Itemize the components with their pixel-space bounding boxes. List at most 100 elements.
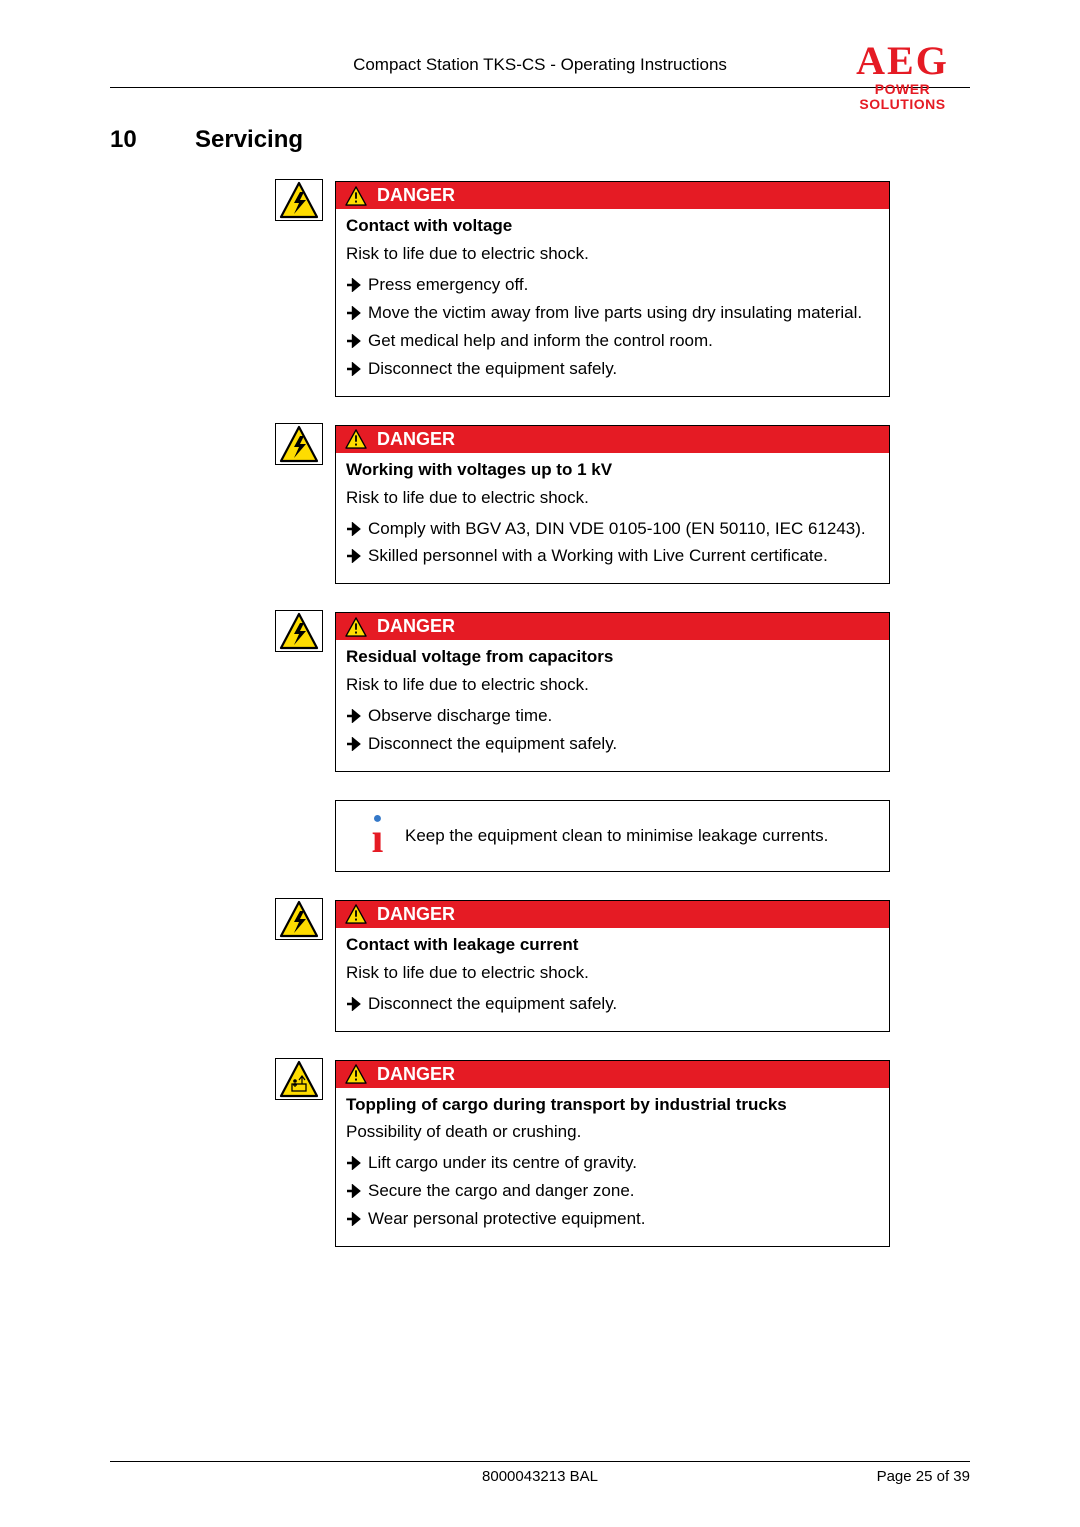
section-heading: 10 Servicing [110, 126, 970, 154]
danger-risk: Risk to life due to electric shock. [346, 487, 879, 510]
warning-triangle-icon [345, 904, 367, 924]
action-item: Disconnect the equipment safely. [346, 993, 879, 1018]
warning-triangle-icon [345, 186, 367, 206]
warning-triangle-icon [345, 429, 367, 449]
page: Compact Station TKS-CS - Operating Instr… [0, 0, 1080, 1527]
arrow-icon [346, 707, 362, 730]
action-text: Disconnect the equipment safely. [368, 733, 879, 756]
danger-subject: Contact with voltage [346, 215, 879, 238]
action-item: Move the victim away from live parts usi… [346, 302, 879, 327]
danger-label: DANGER [377, 904, 455, 925]
danger-label: DANGER [377, 185, 455, 206]
section-title: Servicing [195, 126, 303, 154]
action-text: Move the victim away from live parts usi… [368, 302, 879, 325]
action-item: Secure the cargo and danger zone. [346, 1180, 879, 1205]
danger-body: Working with voltages up to 1 kV Risk to… [336, 453, 889, 584]
hazard-icon [275, 898, 323, 940]
logo-subtext: POWER SOLUTIONS [830, 82, 975, 111]
danger-risk: Risk to life due to electric shock. [346, 243, 879, 266]
warning-triangle-icon [345, 1064, 367, 1084]
action-item: Comply with BGV A3, DIN VDE 0105-100 (EN… [346, 518, 879, 543]
action-list: Comply with BGV A3, DIN VDE 0105-100 (EN… [346, 518, 879, 571]
danger-box-wrapper: DANGER Toppling of cargo during transpor… [335, 1060, 890, 1248]
danger-subject: Toppling of cargo during transport by in… [346, 1094, 879, 1117]
danger-banner: DANGER [336, 182, 889, 209]
danger-label: DANGER [377, 429, 455, 450]
action-list: Disconnect the equipment safely. [346, 993, 879, 1018]
danger-body: Toppling of cargo during transport by in… [336, 1088, 889, 1247]
action-list: Observe discharge time. Disconnect the e… [346, 705, 879, 758]
danger-box-wrapper: DANGER Working with voltages up to 1 kV … [335, 425, 890, 585]
page-footer: 8000043213 BAL Page 25 of 39 [110, 1461, 970, 1485]
danger-box: DANGER Contact with leakage current Risk… [335, 900, 890, 1032]
action-text: Get medical help and inform the control … [368, 330, 879, 353]
action-item: Press emergency off. [346, 274, 879, 299]
danger-label: DANGER [377, 616, 455, 637]
action-item: Get medical help and inform the control … [346, 330, 879, 355]
arrow-icon [346, 360, 362, 383]
brand-logo: AEG POWER SOLUTIONS [830, 40, 975, 111]
action-text: Disconnect the equipment safely. [368, 358, 879, 381]
danger-label: DANGER [377, 1064, 455, 1085]
danger-banner: DANGER [336, 613, 889, 640]
danger-banner: DANGER [336, 1061, 889, 1088]
arrow-icon [346, 1154, 362, 1177]
arrow-icon [346, 735, 362, 758]
arrow-icon [346, 304, 362, 327]
content-column: DANGER Contact with voltage Risk to life… [335, 181, 890, 1247]
action-item: Observe discharge time. [346, 705, 879, 730]
warning-triangle-icon [345, 617, 367, 637]
danger-box: DANGER Contact with voltage Risk to life… [335, 181, 890, 397]
logo-text: AEG [830, 40, 975, 82]
action-text: Secure the cargo and danger zone. [368, 1180, 879, 1203]
danger-box-wrapper: DANGER Residual voltage from capacitors … [335, 612, 890, 772]
danger-subject: Working with voltages up to 1 kV [346, 459, 879, 482]
arrow-icon [346, 995, 362, 1018]
hazard-icon [275, 179, 323, 221]
action-text: Lift cargo under its centre of gravity. [368, 1152, 879, 1175]
danger-body: Residual voltage from capacitors Risk to… [336, 640, 889, 771]
arrow-icon [346, 547, 362, 570]
section-number: 10 [110, 126, 195, 154]
action-text: Wear personal protective equipment. [368, 1208, 879, 1231]
danger-box-wrapper: DANGER Contact with voltage Risk to life… [335, 181, 890, 397]
danger-box: DANGER Working with voltages up to 1 kV … [335, 425, 890, 585]
danger-body: Contact with leakage current Risk to lif… [336, 928, 889, 1031]
action-item: Skilled personnel with a Working with Li… [346, 545, 879, 570]
hazard-icon [275, 1058, 323, 1100]
danger-banner: DANGER [336, 901, 889, 928]
hazard-icon [275, 610, 323, 652]
action-item: Lift cargo under its centre of gravity. [346, 1152, 879, 1177]
action-list: Lift cargo under its centre of gravity. … [346, 1152, 879, 1233]
danger-box: DANGER Residual voltage from capacitors … [335, 612, 890, 772]
danger-subject: Residual voltage from capacitors [346, 646, 879, 669]
danger-subject: Contact with leakage current [346, 934, 879, 957]
action-text: Observe discharge time. [368, 705, 879, 728]
danger-box: DANGER Toppling of cargo during transpor… [335, 1060, 890, 1248]
danger-risk: Risk to life due to electric shock. [346, 962, 879, 985]
arrow-icon [346, 1182, 362, 1205]
action-item: Disconnect the equipment safely. [346, 358, 879, 383]
info-text: Keep the equipment clean to minimise lea… [405, 826, 828, 846]
action-text: Disconnect the equipment safely. [368, 993, 879, 1016]
action-item: Wear personal protective equipment. [346, 1208, 879, 1233]
hazard-icon [275, 423, 323, 465]
arrow-icon [346, 276, 362, 299]
danger-body: Contact with voltage Risk to life due to… [336, 209, 889, 396]
danger-box-wrapper: DANGER Contact with leakage current Risk… [335, 900, 890, 1032]
action-text: Press emergency off. [368, 274, 879, 297]
danger-risk: Possibility of death or crushing. [346, 1121, 879, 1144]
action-item: Disconnect the equipment safely. [346, 733, 879, 758]
info-box: ● ı Keep the equipment clean to minimise… [335, 800, 890, 872]
footer-rule [110, 1461, 970, 1462]
arrow-icon [346, 520, 362, 543]
action-text: Skilled personnel with a Working with Li… [368, 545, 879, 568]
action-list: Press emergency off. Move the victim awa… [346, 274, 879, 383]
arrow-icon [346, 1210, 362, 1233]
danger-risk: Risk to life due to electric shock. [346, 674, 879, 697]
info-icon: ● ı [350, 815, 405, 857]
arrow-icon [346, 332, 362, 355]
action-text: Comply with BGV A3, DIN VDE 0105-100 (EN… [368, 518, 879, 541]
footer-center: 8000043213 BAL [110, 1468, 970, 1485]
danger-banner: DANGER [336, 426, 889, 453]
